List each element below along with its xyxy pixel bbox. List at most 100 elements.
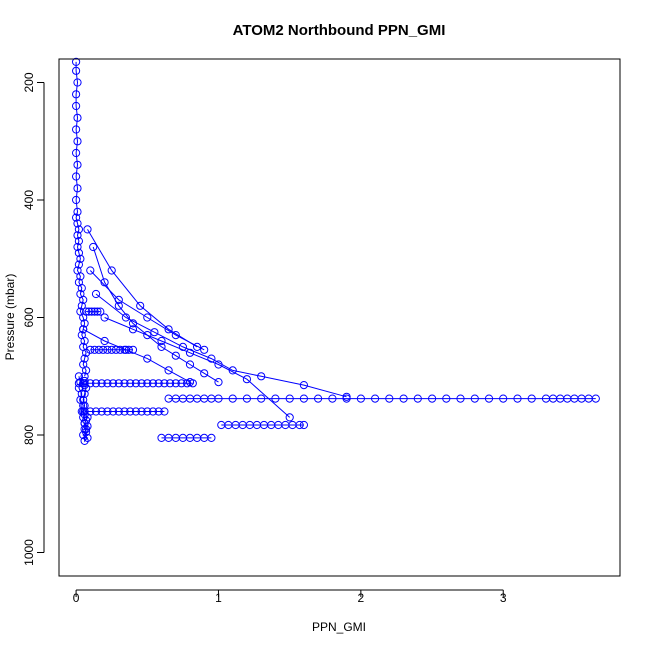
x-tick-label: 3 [500, 591, 507, 605]
data-point [90, 307, 99, 316]
series-2 [74, 379, 197, 388]
data-point [120, 379, 129, 388]
series-line [75, 61, 87, 377]
data-point [109, 379, 118, 388]
data-point [160, 407, 169, 416]
data-point [328, 394, 337, 403]
data-point [72, 125, 81, 134]
data-point [77, 284, 86, 293]
data-point [342, 392, 351, 401]
chart-title: ATOM2 Northbound PPN_GMI [233, 22, 446, 39]
data-point [299, 394, 308, 403]
data-point [137, 379, 146, 388]
data-point [371, 394, 380, 403]
data-point [143, 407, 152, 416]
data-point [103, 407, 112, 416]
y-tick-label: 800 [22, 425, 36, 445]
data-point [79, 413, 88, 422]
data-point [285, 394, 294, 403]
data-point [80, 336, 89, 346]
data-point [73, 207, 82, 216]
y-axis-label: Pressure (mbar) [3, 274, 17, 361]
data-point [171, 379, 180, 388]
data-point [207, 433, 216, 442]
data-point [86, 345, 95, 354]
data-point [114, 407, 123, 416]
data-point [143, 379, 152, 388]
data-point [87, 307, 96, 316]
data-point [185, 378, 195, 387]
data-point [200, 345, 209, 354]
data-point [82, 307, 91, 316]
y-tick-label: 400 [22, 190, 36, 210]
data-point [214, 360, 223, 369]
data-point [82, 425, 91, 434]
data-point [166, 379, 175, 388]
data-point [154, 407, 163, 416]
data-point [72, 57, 81, 67]
data-point [242, 394, 251, 403]
series-13 [100, 313, 294, 422]
data-point [442, 394, 451, 403]
series-line [82, 328, 191, 383]
data-point [178, 342, 187, 351]
data-point [73, 137, 82, 146]
data-point [86, 266, 95, 275]
data-point [193, 342, 202, 351]
data-point [89, 242, 98, 252]
data-point [456, 394, 465, 403]
data-point [99, 345, 108, 354]
data-point [96, 307, 105, 316]
data-point [91, 289, 101, 299]
data-point [72, 148, 81, 158]
series-8 [157, 433, 216, 442]
data-point [160, 379, 169, 388]
data-point [143, 354, 152, 363]
data-point [74, 379, 84, 388]
data-point [72, 101, 81, 111]
data-point [126, 407, 135, 416]
data-point [84, 307, 94, 316]
data-point [82, 348, 91, 357]
data-point [79, 395, 88, 404]
data-point [150, 328, 159, 337]
data-point [100, 336, 109, 346]
y-tick-label: 600 [22, 307, 36, 327]
data-point [126, 379, 135, 388]
data-point [185, 360, 195, 369]
data-point [136, 301, 145, 310]
data-point [103, 379, 112, 388]
plot-area [72, 57, 600, 445]
data-point [77, 389, 86, 398]
data-point [200, 369, 209, 378]
data-point [164, 325, 173, 334]
data-point [97, 379, 106, 388]
data-point [114, 295, 123, 304]
data-point [91, 379, 101, 388]
data-point [185, 348, 195, 357]
data-point [157, 342, 166, 351]
series-0 [72, 57, 91, 381]
data-point [79, 325, 88, 334]
x-tick-label: 1 [215, 591, 222, 605]
data-point [79, 295, 88, 304]
data-point [399, 394, 408, 403]
data-point [82, 428, 91, 437]
data-point [94, 345, 104, 354]
data-point [80, 354, 89, 363]
data-point [154, 379, 163, 388]
data-point [90, 345, 99, 354]
series-6 [164, 394, 600, 403]
data-point [72, 90, 81, 99]
data-point [73, 113, 82, 122]
data-point [314, 394, 323, 403]
data-point [86, 379, 95, 388]
data-point [299, 381, 308, 390]
x-axis-label: PPN_GMI [312, 620, 366, 634]
data-point [86, 407, 95, 416]
data-point [76, 272, 85, 281]
data-point [299, 420, 308, 430]
series-line [89, 270, 205, 351]
data-point [131, 379, 140, 388]
